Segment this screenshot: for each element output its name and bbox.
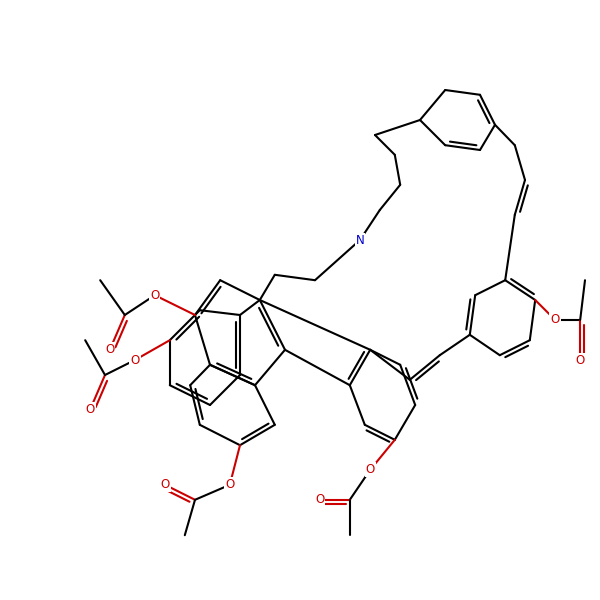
Text: N: N [356, 233, 364, 247]
Text: O: O [225, 478, 235, 491]
Text: O: O [105, 343, 115, 356]
Text: O: O [85, 403, 95, 416]
Text: O: O [575, 353, 585, 367]
Text: O: O [315, 493, 325, 506]
Text: O: O [130, 353, 140, 367]
Text: O: O [365, 463, 375, 476]
Text: O: O [150, 289, 160, 302]
Text: O: O [160, 478, 170, 491]
Text: O: O [550, 313, 560, 326]
